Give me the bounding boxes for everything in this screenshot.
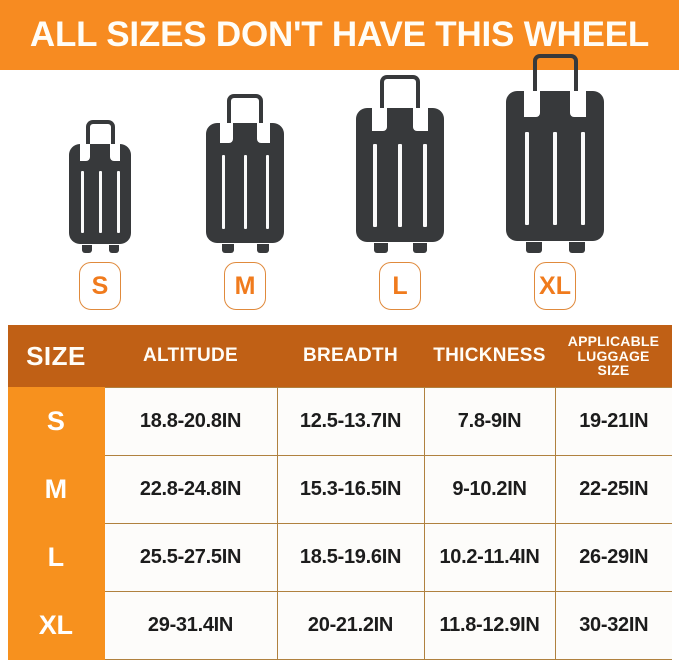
cell-size: M — [8, 455, 105, 524]
suitcase-handle-icon — [85, 120, 115, 146]
cell-breadth: 18.5-19.6IN — [276, 523, 425, 592]
suitcase-icon — [69, 120, 131, 253]
column-header-line: APPLICABLE — [567, 332, 660, 349]
luggage-size-item: L — [356, 75, 444, 310]
suitcase-stripe — [221, 155, 225, 229]
cell-applicable-luggage-size: 19-21IN — [554, 387, 672, 456]
suitcase-stripe — [525, 132, 529, 225]
table-body: S 18.8-20.8IN 12.5-13.7IN 7.8-9IN 19-21IN M 22… — [8, 387, 672, 660]
header-banner: ALL SIZES DON'T HAVE THIS WHEEL — [0, 0, 679, 70]
cell-thickness: 10.2-11.4IN — [423, 523, 556, 592]
cell-breadth: 15.3-16.5IN — [276, 455, 425, 524]
cell-breadth: 20-21.2IN — [276, 591, 425, 660]
table-header-row: SIZE ALTITUDE BREADTH THICKNESS APPLICAB… — [8, 325, 672, 388]
cell-altitude: 25.5-27.5IN — [103, 523, 278, 592]
suitcase-wheels — [373, 243, 427, 253]
suitcase-stripe — [116, 171, 120, 233]
cell-size: XL — [8, 591, 105, 660]
size-badge-s[interactable]: S — [79, 262, 121, 310]
size-badge-label: M — [234, 271, 256, 300]
suitcase-handle-icon — [227, 94, 263, 125]
luggage-size-item: M — [205, 94, 285, 310]
suitcase-stripe — [373, 144, 377, 227]
suitcase-icon — [206, 94, 284, 253]
suitcase-wheel — [256, 244, 269, 253]
suitcase-stripe — [265, 155, 269, 229]
size-chart-table: SIZE ALTITUDE BREADTH THICKNESS APPLICAB… — [8, 325, 672, 660]
cell-applicable-luggage-size: 22-25IN — [554, 455, 672, 524]
suitcase-stripe — [243, 155, 247, 229]
cell-thickness: 9-10.2IN — [423, 455, 556, 524]
column-header-altitude: ALTITUDE — [104, 325, 277, 388]
table-row: XL 29-31.4IN 20-21.2IN 11.8-12.9IN 30-32IN — [8, 591, 672, 660]
suitcase-wheels — [81, 245, 119, 253]
column-header-applicable-luggage-size: APPLICABLE LUGGAGE SIZE — [555, 325, 672, 388]
cell-size: L — [8, 523, 105, 592]
suitcase-wheels — [525, 242, 585, 253]
suitcase-wheel — [568, 242, 585, 253]
cell-altitude: 29-31.4IN — [103, 591, 278, 660]
suitcase-body — [356, 108, 444, 242]
suitcase-body — [506, 91, 604, 241]
cell-breadth: 12.5-13.7IN — [276, 387, 425, 456]
size-badge-label: L — [392, 271, 408, 300]
suitcase-icon — [506, 54, 604, 253]
suitcase-stripes — [506, 132, 604, 225]
size-badge-label: XL — [539, 271, 571, 300]
suitcase-notch-left — [372, 108, 387, 131]
suitcase-notch-right — [110, 144, 120, 161]
cell-thickness: 7.8-9IN — [423, 387, 556, 456]
column-header-breadth: BREADTH — [277, 325, 424, 388]
suitcase-handle-icon — [380, 75, 420, 110]
cell-thickness: 11.8-12.9IN — [423, 591, 556, 660]
suitcase-body — [69, 144, 131, 244]
suitcase-notch-left — [220, 123, 233, 143]
table-row: M 22.8-24.8IN 15.3-16.5IN 9-10.2IN 22-25IN — [8, 455, 672, 524]
column-header-line: SIZE — [597, 362, 630, 379]
table-row: S 18.8-20.8IN 12.5-13.7IN 7.8-9IN 19-21IN — [8, 387, 672, 456]
size-badge-m[interactable]: M — [224, 262, 266, 310]
suitcase-stripe — [423, 144, 427, 227]
column-header-thickness: THICKNESS — [424, 325, 555, 388]
suitcase-notch-left — [524, 91, 540, 117]
luggage-size-item: S — [60, 120, 140, 310]
suitcase-icon — [356, 75, 444, 253]
suitcase-wheel — [221, 244, 234, 253]
cell-altitude: 22.8-24.8IN — [103, 455, 278, 524]
suitcase-stripe — [80, 171, 84, 233]
suitcase-wheel — [81, 245, 92, 253]
suitcase-notch-left — [80, 144, 90, 161]
table-row: L 25.5-27.5IN 18.5-19.6IN 10.2-11.4IN 26-29I… — [8, 523, 672, 592]
suitcase-stripe — [553, 132, 557, 225]
cell-applicable-luggage-size: 30-32IN — [554, 591, 672, 660]
suitcase-wheel — [373, 243, 388, 253]
suitcase-wheels — [221, 244, 269, 253]
size-badge-label: S — [91, 271, 109, 300]
suitcase-wheel — [108, 245, 119, 253]
suitcase-stripe — [98, 171, 102, 233]
size-badge-xl[interactable]: XL — [534, 262, 576, 310]
suitcase-stripes — [356, 144, 444, 227]
suitcase-notch-right — [413, 108, 428, 131]
cell-altitude: 18.8-20.8IN — [103, 387, 278, 456]
suitcase-stripes — [69, 171, 131, 233]
suitcase-handle-icon — [532, 54, 578, 93]
suitcase-stripe — [398, 144, 402, 227]
suitcase-notch-right — [257, 123, 270, 143]
suitcase-wheel — [412, 243, 427, 253]
column-header-line: LUGGAGE — [577, 347, 650, 364]
cell-size: S — [8, 387, 105, 456]
suitcase-wheel — [525, 242, 542, 253]
page-title: ALL SIZES DON'T HAVE THIS WHEEL — [29, 15, 650, 54]
luggage-size-gallery: S M L XL — [0, 54, 679, 310]
cell-applicable-luggage-size: 26-29IN — [554, 523, 672, 592]
suitcase-body — [206, 123, 284, 243]
suitcase-stripes — [206, 155, 284, 229]
suitcase-notch-right — [570, 91, 586, 117]
luggage-size-item: XL — [506, 54, 604, 310]
table-header: SIZE ALTITUDE BREADTH THICKNESS APPLICAB… — [8, 325, 672, 388]
suitcase-stripe — [581, 132, 585, 225]
column-header-size: SIZE — [8, 325, 104, 388]
size-badge-l[interactable]: L — [379, 262, 421, 310]
